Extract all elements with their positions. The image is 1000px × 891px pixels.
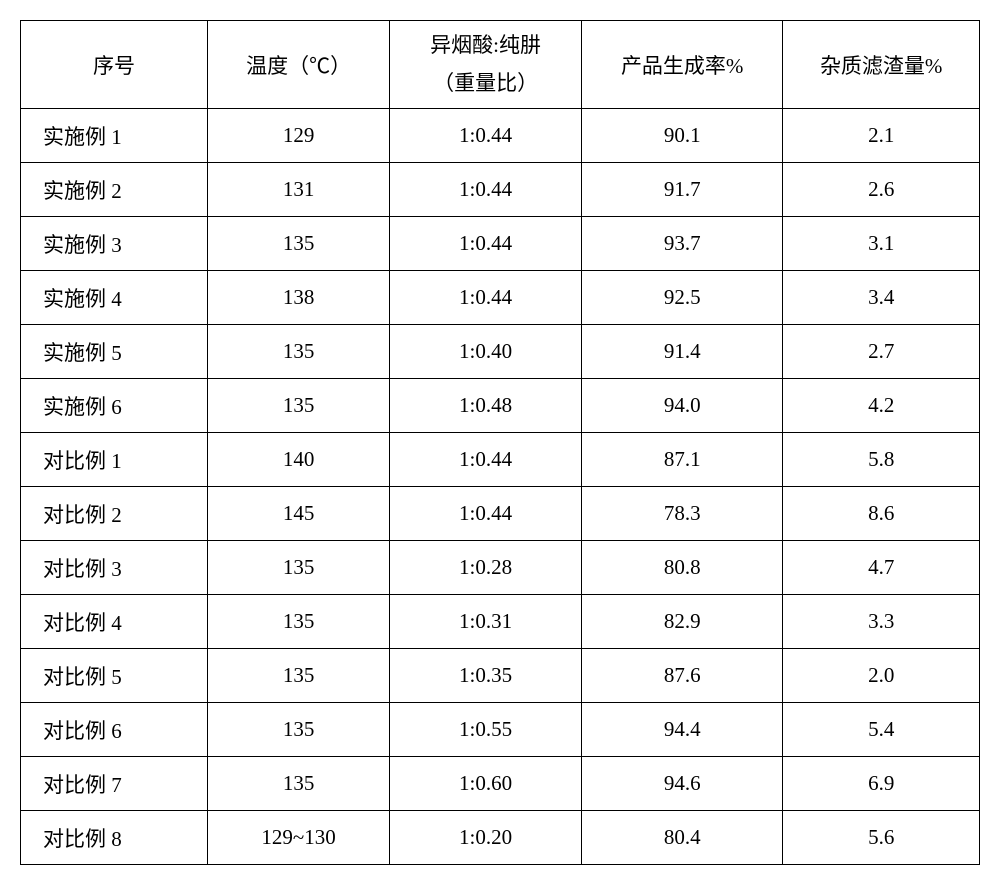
cell-yield: 91.7 xyxy=(582,163,783,217)
cell-serial: 对比例 6 xyxy=(21,703,208,757)
cell-yield: 94.4 xyxy=(582,703,783,757)
cell-ratio: 1:0.28 xyxy=(390,541,582,595)
table-header: 序号 温度（℃） 异烟酸:纯肼 （重量比） 产品生成率% 杂质滤渣量% xyxy=(21,21,980,109)
cell-ratio: 1:0.60 xyxy=(390,757,582,811)
cell-impurity: 6.9 xyxy=(783,757,980,811)
cell-impurity: 5.8 xyxy=(783,433,980,487)
cell-serial: 实施例 2 xyxy=(21,163,208,217)
table-row: 实施例 2 131 1:0.44 91.7 2.6 xyxy=(21,163,980,217)
cell-yield: 78.3 xyxy=(582,487,783,541)
cell-ratio: 1:0.44 xyxy=(390,217,582,271)
cell-serial: 对比例 3 xyxy=(21,541,208,595)
cell-impurity: 4.2 xyxy=(783,379,980,433)
cell-yield: 92.5 xyxy=(582,271,783,325)
table-row: 实施例 5 135 1:0.40 91.4 2.7 xyxy=(21,325,980,379)
cell-yield: 80.4 xyxy=(582,811,783,865)
header-ratio-line1: 异烟酸:纯肼 xyxy=(430,33,541,57)
cell-serial: 对比例 4 xyxy=(21,595,208,649)
table-row: 对比例 6 135 1:0.55 94.4 5.4 xyxy=(21,703,980,757)
cell-temperature: 129~130 xyxy=(208,811,390,865)
cell-temperature: 135 xyxy=(208,541,390,595)
cell-yield: 93.7 xyxy=(582,217,783,271)
cell-serial: 实施例 3 xyxy=(21,217,208,271)
header-ratio-line2: （重量比） xyxy=(433,71,538,95)
cell-temperature: 131 xyxy=(208,163,390,217)
header-ratio: 异烟酸:纯肼 （重量比） xyxy=(390,21,582,109)
cell-ratio: 1:0.44 xyxy=(390,271,582,325)
table-row: 对比例 4 135 1:0.31 82.9 3.3 xyxy=(21,595,980,649)
cell-impurity: 5.6 xyxy=(783,811,980,865)
table-body: 实施例 1 129 1:0.44 90.1 2.1 实施例 2 131 1:0.… xyxy=(21,109,980,865)
cell-impurity: 8.6 xyxy=(783,487,980,541)
cell-yield: 87.6 xyxy=(582,649,783,703)
cell-temperature: 145 xyxy=(208,487,390,541)
cell-temperature: 135 xyxy=(208,757,390,811)
cell-impurity: 2.7 xyxy=(783,325,980,379)
cell-serial: 实施例 1 xyxy=(21,109,208,163)
cell-temperature: 135 xyxy=(208,325,390,379)
header-row: 序号 温度（℃） 异烟酸:纯肼 （重量比） 产品生成率% 杂质滤渣量% xyxy=(21,21,980,109)
header-yield: 产品生成率% xyxy=(582,21,783,109)
cell-yield: 94.0 xyxy=(582,379,783,433)
cell-temperature: 135 xyxy=(208,703,390,757)
cell-impurity: 5.4 xyxy=(783,703,980,757)
cell-ratio: 1:0.40 xyxy=(390,325,582,379)
cell-ratio: 1:0.44 xyxy=(390,487,582,541)
table-row: 对比例 8 129~130 1:0.20 80.4 5.6 xyxy=(21,811,980,865)
table-row: 实施例 1 129 1:0.44 90.1 2.1 xyxy=(21,109,980,163)
cell-yield: 87.1 xyxy=(582,433,783,487)
cell-serial: 实施例 5 xyxy=(21,325,208,379)
cell-temperature: 135 xyxy=(208,379,390,433)
cell-ratio: 1:0.20 xyxy=(390,811,582,865)
table-row: 对比例 5 135 1:0.35 87.6 2.0 xyxy=(21,649,980,703)
cell-yield: 94.6 xyxy=(582,757,783,811)
cell-impurity: 3.1 xyxy=(783,217,980,271)
cell-ratio: 1:0.44 xyxy=(390,163,582,217)
cell-yield: 82.9 xyxy=(582,595,783,649)
cell-serial: 对比例 7 xyxy=(21,757,208,811)
cell-impurity: 2.6 xyxy=(783,163,980,217)
cell-serial: 对比例 1 xyxy=(21,433,208,487)
table-row: 实施例 6 135 1:0.48 94.0 4.2 xyxy=(21,379,980,433)
header-impurity: 杂质滤渣量% xyxy=(783,21,980,109)
cell-impurity: 4.7 xyxy=(783,541,980,595)
table-row: 实施例 4 138 1:0.44 92.5 3.4 xyxy=(21,271,980,325)
header-temperature: 温度（℃） xyxy=(208,21,390,109)
table-row: 实施例 3 135 1:0.44 93.7 3.1 xyxy=(21,217,980,271)
cell-serial: 对比例 8 xyxy=(21,811,208,865)
cell-ratio: 1:0.55 xyxy=(390,703,582,757)
cell-impurity: 3.3 xyxy=(783,595,980,649)
header-serial: 序号 xyxy=(21,21,208,109)
cell-serial: 对比例 5 xyxy=(21,649,208,703)
cell-ratio: 1:0.44 xyxy=(390,433,582,487)
cell-yield: 90.1 xyxy=(582,109,783,163)
cell-temperature: 140 xyxy=(208,433,390,487)
cell-ratio: 1:0.35 xyxy=(390,649,582,703)
table-row: 对比例 2 145 1:0.44 78.3 8.6 xyxy=(21,487,980,541)
cell-temperature: 135 xyxy=(208,649,390,703)
cell-serial: 实施例 4 xyxy=(21,271,208,325)
cell-temperature: 129 xyxy=(208,109,390,163)
cell-serial: 对比例 2 xyxy=(21,487,208,541)
cell-ratio: 1:0.44 xyxy=(390,109,582,163)
table-row: 对比例 7 135 1:0.60 94.6 6.9 xyxy=(21,757,980,811)
cell-serial: 实施例 6 xyxy=(21,379,208,433)
cell-impurity: 2.1 xyxy=(783,109,980,163)
cell-yield: 80.8 xyxy=(582,541,783,595)
table-row: 对比例 3 135 1:0.28 80.8 4.7 xyxy=(21,541,980,595)
table-row: 对比例 1 140 1:0.44 87.1 5.8 xyxy=(21,433,980,487)
cell-ratio: 1:0.48 xyxy=(390,379,582,433)
data-table: 序号 温度（℃） 异烟酸:纯肼 （重量比） 产品生成率% 杂质滤渣量% 实施例 … xyxy=(20,20,980,865)
cell-ratio: 1:0.31 xyxy=(390,595,582,649)
data-table-container: 序号 温度（℃） 异烟酸:纯肼 （重量比） 产品生成率% 杂质滤渣量% 实施例 … xyxy=(20,20,980,865)
cell-temperature: 135 xyxy=(208,595,390,649)
cell-impurity: 3.4 xyxy=(783,271,980,325)
cell-impurity: 2.0 xyxy=(783,649,980,703)
cell-temperature: 138 xyxy=(208,271,390,325)
cell-temperature: 135 xyxy=(208,217,390,271)
cell-yield: 91.4 xyxy=(582,325,783,379)
